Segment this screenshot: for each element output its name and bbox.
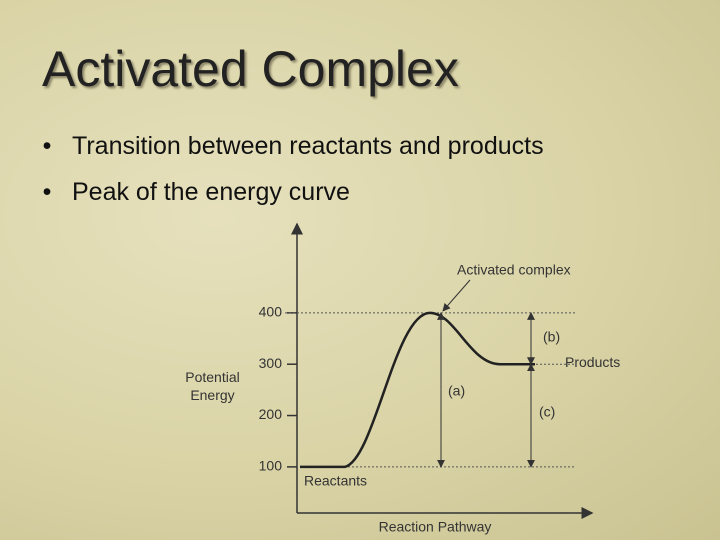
level-label: Activated complex <box>457 262 571 278</box>
level-label: Products <box>565 354 620 370</box>
annotation: (b) <box>543 329 560 345</box>
annotation: (c) <box>539 404 555 420</box>
level-label: Reactants <box>304 473 367 489</box>
bullet: Peak of the energy curve <box>22 178 544 224</box>
annotation: (a) <box>448 383 465 399</box>
slide-title: Activated Complex <box>42 41 459 97</box>
y-axis-label: Potential Energy <box>185 369 240 403</box>
pointer <box>442 279 471 312</box>
bullet: Transition between reactants and product… <box>22 132 544 178</box>
energy-curve <box>300 311 535 469</box>
y-tick-label: 200 <box>259 406 283 422</box>
y-tick-label: 400 <box>259 304 283 320</box>
x-axis-label: Reaction Pathway <box>379 519 492 535</box>
y-tick-label: 300 <box>259 355 283 371</box>
y-tick-label: 100 <box>259 458 283 474</box>
bullet-list: Transition between reactants and product… <box>22 132 544 224</box>
